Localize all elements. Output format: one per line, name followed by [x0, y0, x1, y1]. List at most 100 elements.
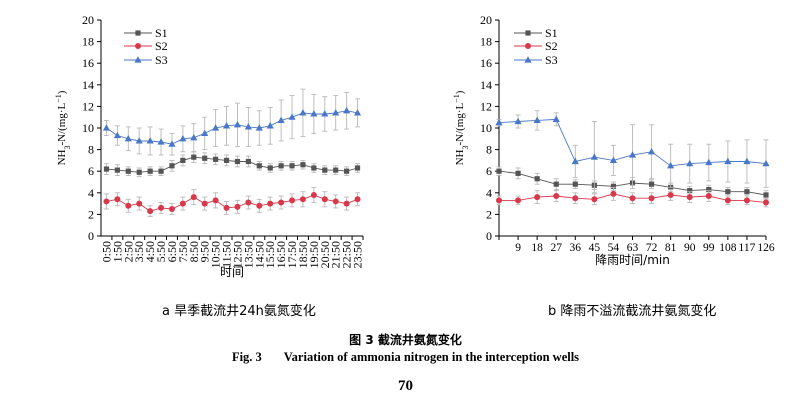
- chart-b-s1-s1-marker: [534, 176, 540, 182]
- chart-b-s1-s1-marker: [687, 188, 693, 194]
- chart-a-s1-s1-marker: [114, 167, 120, 173]
- chart-a-x-tick-label: 21:50: [329, 241, 343, 268]
- chart-b-y-tick-label: 6: [486, 164, 492, 178]
- chart-b-y-tick-label: 20: [480, 13, 492, 27]
- chart-a-s1-s1-marker: [136, 169, 142, 175]
- chart-b-x-tick-label: 63: [627, 242, 639, 254]
- chart-b-x-tick-label: 72: [646, 242, 658, 254]
- chart-b-x-tick-label: 90: [684, 242, 696, 254]
- chart-a-s1-line: [106, 156, 358, 173]
- chart-a-x-tick-label: 13:50: [241, 241, 255, 268]
- chart-a-s3-s3-marker: [190, 133, 198, 141]
- chart-b-legend-s2-marker: [525, 43, 531, 49]
- chart-b-x-tick-label: 18: [531, 242, 543, 254]
- chart-b-x-tick-label: 36: [570, 242, 582, 254]
- chart-a-s2-s2-marker: [136, 200, 143, 207]
- chart-b-x-tick-label: 117: [739, 242, 756, 254]
- chart-b-s1-s1-marker: [515, 170, 521, 176]
- chart-a-s3-s3-marker: [179, 135, 187, 142]
- chart-a-s2-s2-marker: [114, 196, 121, 203]
- chart-b-x-tick-label: 99: [703, 242, 715, 254]
- chart-a-x-tick-label: 1:50: [110, 241, 124, 262]
- chart-b-s3-s3-marker: [495, 118, 503, 126]
- chart-a-s1-s1-marker: [344, 168, 350, 174]
- chart-a-s3-s3-marker: [233, 120, 242, 128]
- chart-a-x-tick-label: 11:50: [220, 241, 234, 268]
- chart-a-s1-s1-marker: [202, 155, 208, 161]
- chart-a-x-tick-label: 3:50: [132, 241, 146, 262]
- chart-a-legend-label-s3: S3: [155, 53, 168, 67]
- chart-b-s1-s1-marker: [648, 181, 655, 187]
- chart-a-s3-s3-marker: [310, 110, 318, 117]
- chart-a-s1-s1-marker: [245, 158, 251, 165]
- chart-a-legend-s1-marker: [135, 30, 141, 36]
- chart-a-s2-s2-marker: [158, 204, 165, 211]
- chart-b-y-tick-label: 4: [486, 186, 492, 200]
- chart-a-s3-s3-marker: [343, 106, 351, 114]
- chart-b-s2-s2-marker: [591, 196, 598, 203]
- chart-b-x-tick-label: 27: [550, 242, 562, 254]
- chart-a-y-tick-label: 8: [88, 143, 94, 157]
- chart-a-x-tick-label: 4:50: [143, 241, 157, 262]
- chart-b-legend-s1-marker: [525, 30, 531, 36]
- chart-a-s1-s1-marker: [147, 168, 153, 174]
- chart-a-s3-s3-marker: [157, 138, 165, 145]
- chart-a-s2-s2-marker: [321, 196, 328, 203]
- chart-a-s3-s3-marker: [124, 135, 132, 142]
- chart-b-s3-s3-marker: [667, 162, 675, 169]
- chart-a-s3-s3-marker: [146, 137, 154, 144]
- chart-b-x-tick-label: 108: [719, 242, 737, 254]
- chart-b-y-tick-label: 18: [480, 35, 492, 49]
- chart-a-s3-s3-marker: [201, 129, 209, 136]
- chart-a-x-tick-label: 20:50: [318, 241, 332, 268]
- chart-a-s2-s2-marker: [310, 191, 317, 198]
- chart-b-s3-s3-marker: [724, 157, 732, 165]
- chart-a-s2-s2-marker: [103, 198, 110, 205]
- chart-b-s2-s2-marker: [534, 194, 541, 201]
- chart-a-y-tick-label: 14: [82, 78, 94, 92]
- chart-a-legend-s2-marker: [135, 43, 141, 49]
- chart-a-s3-s3-marker: [212, 124, 220, 131]
- chart-b-s2-s2-marker: [724, 197, 731, 204]
- chart-a-s2-s2-marker: [332, 198, 339, 205]
- chart-b-s2-s2-marker: [705, 193, 712, 200]
- chart-a-s2-s2-marker: [147, 208, 154, 215]
- caption-a: a 旱季截流井24h氨氮变化: [162, 304, 316, 319]
- chart-a-y-tick-label: 0: [88, 229, 94, 243]
- chart-a-legend-label-s1: S1: [155, 26, 168, 40]
- chart-b-s3-s3-marker: [609, 156, 618, 163]
- chart-a-s1-s1-marker: [223, 157, 230, 163]
- chart-a-s2-s2-marker: [190, 194, 197, 201]
- chart-b-s3-s3-marker: [571, 157, 579, 165]
- chart-b-y-tick-label: 12: [480, 99, 492, 113]
- chart-a-s3-s3-marker: [113, 131, 121, 139]
- chart-a-y-tick-label: 10: [82, 121, 94, 135]
- chart-a-x-tick-label: 9:50: [198, 241, 212, 262]
- chart-a-s2-s2-marker: [278, 199, 285, 206]
- chart-a-s2-s2-marker: [212, 197, 219, 204]
- chart-b-y-tick-label: 8: [486, 143, 492, 157]
- chart-b-s1-s1-marker: [572, 181, 578, 187]
- chart-a-s1-s1-marker: [103, 166, 110, 172]
- chart-b-legend-label-s2: S2: [545, 39, 558, 53]
- chart-a-s1-s1-marker: [213, 156, 219, 162]
- chart-a-y-tick-label: 12: [82, 99, 94, 113]
- chart-a-s1-s1-marker: [311, 165, 317, 171]
- chart-b-s1-s1-marker: [610, 183, 617, 189]
- chart-a-x-tick-label: 8:50: [187, 241, 201, 262]
- chart-b-s3-s3-marker: [647, 147, 656, 155]
- chart-b-s1-s1-marker: [744, 189, 750, 195]
- chart-b-s3-s3-marker: [686, 159, 694, 167]
- chart-a-series-s3: [102, 88, 362, 156]
- chart-a-x-tick-label: 18:50: [296, 241, 310, 268]
- chart-a-x-tick-label: 6:50: [165, 241, 179, 262]
- chart-a-s2-line: [106, 194, 358, 212]
- chart-b-s3-s3-marker: [628, 151, 637, 158]
- chart-a-s1-s1-marker: [180, 157, 186, 163]
- chart-a-s1-s1-marker: [191, 154, 197, 160]
- chart-b-s3-s3-marker: [762, 159, 770, 167]
- chart-a-s1-s1-marker: [125, 168, 131, 174]
- chart-b-s3-s3-marker: [552, 115, 560, 122]
- chart-a-s1-s1-marker: [158, 168, 164, 174]
